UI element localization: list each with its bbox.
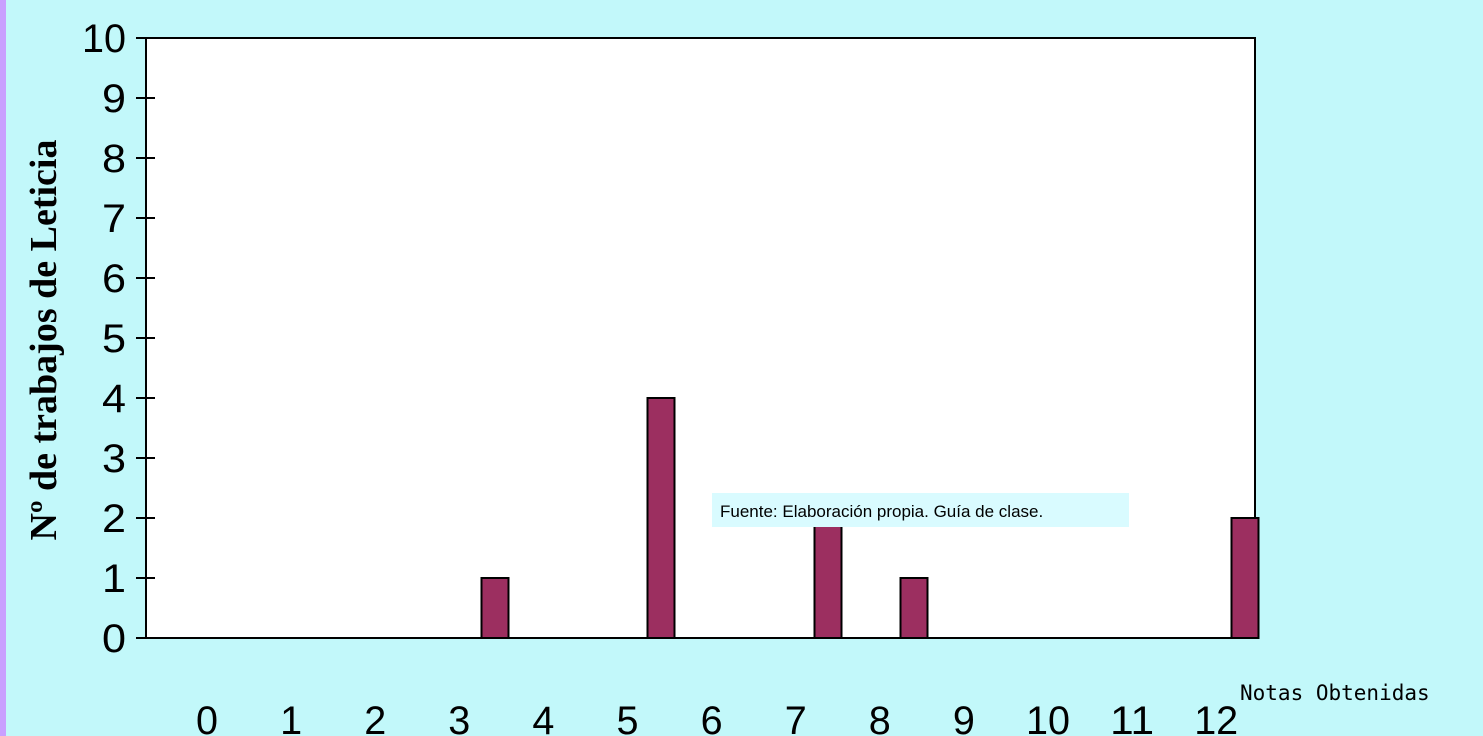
- y-tick-label: 2: [102, 497, 126, 541]
- x-tick-label: 10: [1026, 699, 1070, 736]
- x-tick-label: 7: [785, 699, 807, 736]
- source-note: Fuente: Elaboración propia. Guía de clas…: [720, 502, 1043, 521]
- bar-7: [813, 517, 843, 639]
- bar-12: [1230, 517, 1260, 639]
- y-tick-label: 7: [102, 197, 126, 241]
- x-axis-label: Notas Obtenidas: [1240, 681, 1430, 705]
- y-tick-label: 8: [102, 137, 126, 181]
- x-tick-label: 3: [448, 699, 470, 736]
- y-axis-label: Nº de trabajos de Leticia: [23, 140, 65, 541]
- bar-8: [899, 577, 929, 639]
- x-tick-label: 4: [532, 699, 554, 736]
- x-tick-label: 12: [1194, 699, 1238, 736]
- y-tick-label: 3: [102, 437, 126, 481]
- x-axis: 0 1 2 3 4 5 6 7 8 9 10 11 12: [196, 699, 1238, 736]
- bars: [480, 397, 1260, 639]
- y-tick-label: 1: [102, 557, 126, 601]
- y-tick-label: 0: [102, 617, 126, 661]
- bar-3: [480, 577, 510, 639]
- x-tick-label: 2: [364, 699, 386, 736]
- x-tick-label: 0: [196, 699, 218, 736]
- y-tick-label: 5: [102, 317, 126, 361]
- bar-5: [646, 397, 676, 639]
- source-note-box: [712, 493, 1129, 527]
- y-tick-label: 9: [102, 77, 126, 121]
- x-tick-label: 1: [280, 699, 302, 736]
- y-axis: 0 1 2 3 4 5 6 7 8 9 10: [82, 17, 155, 661]
- x-tick-label: 6: [701, 699, 723, 736]
- x-tick-label: 11: [1110, 699, 1154, 736]
- x-tick-label: 8: [869, 699, 891, 736]
- x-tick-label: 5: [617, 699, 639, 736]
- x-tick-label: 9: [953, 699, 975, 736]
- y-tick-label: 10: [82, 17, 126, 61]
- y-tick-label: 4: [102, 377, 126, 421]
- plot-area: [145, 37, 1256, 639]
- y-tick-label: 6: [102, 257, 126, 301]
